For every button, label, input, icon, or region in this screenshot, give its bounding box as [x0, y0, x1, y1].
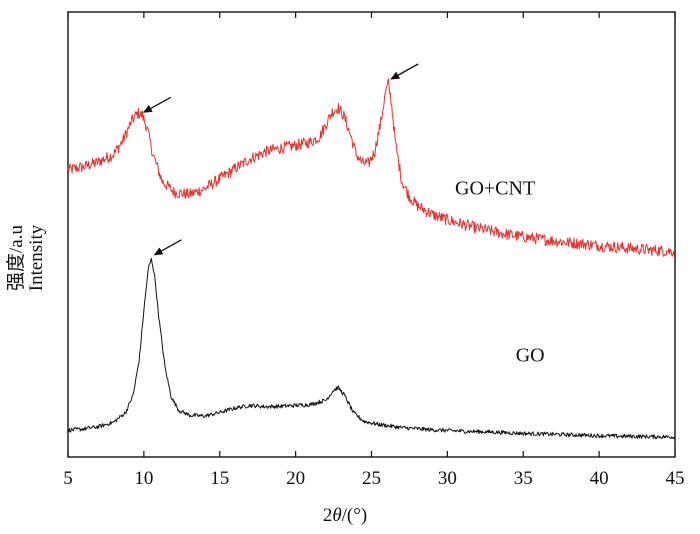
plot-frame	[67, 11, 676, 458]
x-tick-label-10: 10	[134, 468, 153, 489]
series-line-go	[67, 257, 675, 440]
x-tick-label-15: 15	[210, 468, 229, 489]
x-axis: 5 10 15 20 25 30 35 40 45	[63, 12, 685, 489]
y-axis-title-en: Intensity	[26, 224, 47, 291]
y-axis-title: 强度/a.u Intensity	[5, 224, 47, 291]
peak-arrow-2	[390, 63, 419, 80]
x-tick-label-30: 30	[438, 468, 457, 489]
series-label-go: GO	[516, 344, 545, 366]
arrow-layer	[142, 63, 419, 256]
x-tick-label-35: 35	[514, 468, 533, 489]
x-tick-label-45: 45	[666, 468, 685, 489]
x-tick-label-25: 25	[362, 468, 381, 489]
y-axis-title-cn: 强度/a.u	[5, 225, 27, 291]
series-layer	[67, 78, 675, 440]
peak-arrow-3	[153, 239, 182, 256]
x-tick-label-20: 20	[286, 468, 305, 489]
series-label-go-cnt: GO+CNT	[455, 177, 535, 199]
x-axis-title: 2θ/(°)	[323, 505, 367, 526]
peak-arrow-1	[142, 96, 172, 113]
x-tick-label-40: 40	[590, 468, 609, 489]
x-tick-label-5: 5	[63, 468, 73, 489]
series-line-go-cnt	[67, 78, 675, 257]
